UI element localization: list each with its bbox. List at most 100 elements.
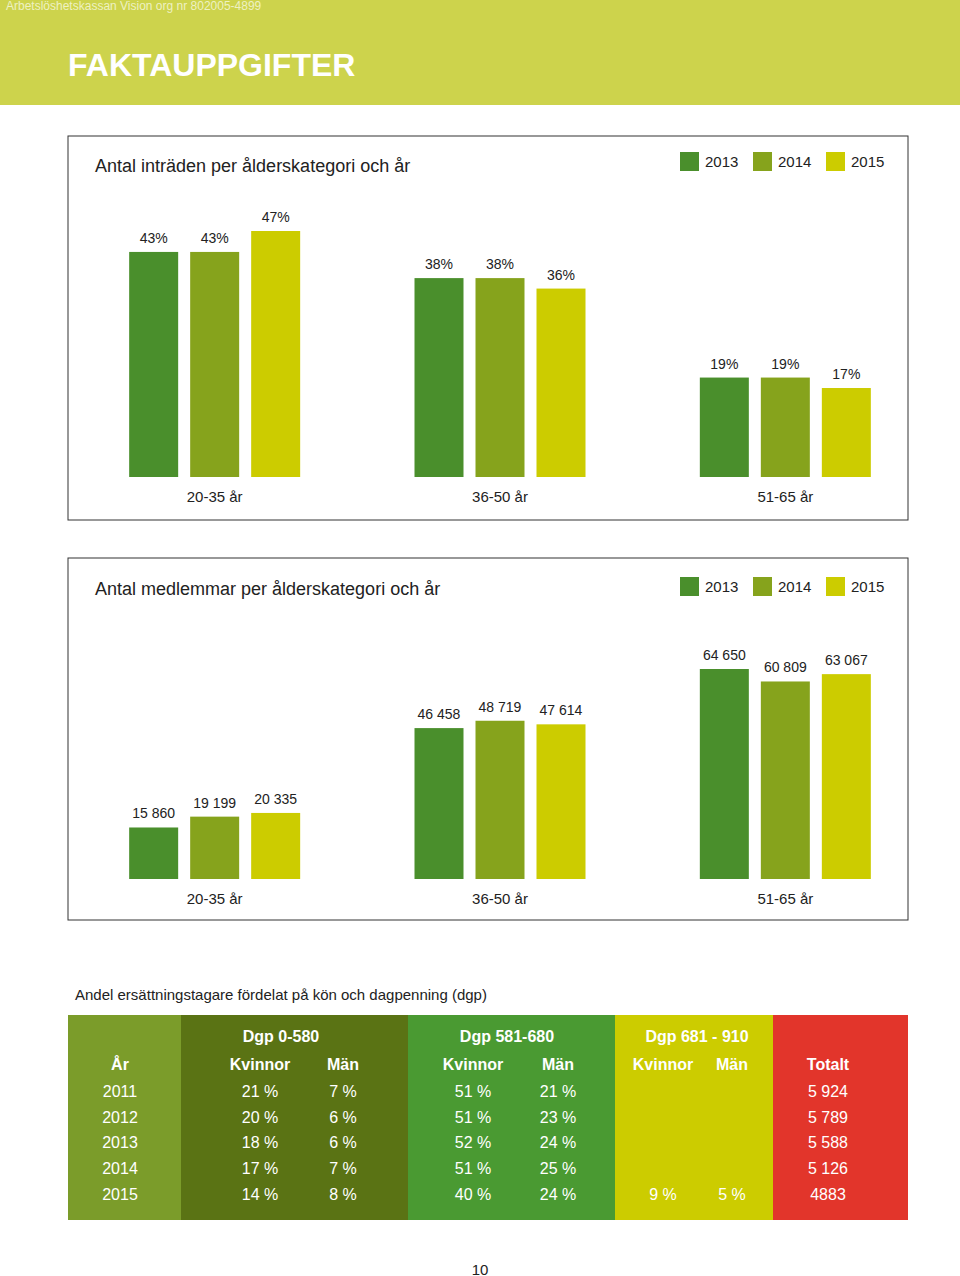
bar	[190, 252, 239, 477]
data-labels: 15 86046 45864 65019 19948 71960 80920 3…	[132, 647, 868, 821]
table-cell: 20 %	[242, 1109, 278, 1126]
table-cell: 21 %	[540, 1083, 576, 1100]
table-cell: 5 789	[808, 1109, 848, 1126]
data-label: 19%	[710, 356, 738, 372]
chart-frame	[68, 136, 908, 520]
legend-label: 2014	[778, 153, 811, 170]
tick-label: 51-65 år	[757, 488, 813, 505]
tick: 20-35 år	[187, 879, 243, 907]
bar	[251, 231, 300, 477]
data-label: 64 650	[703, 647, 746, 663]
data-label: 63 067	[825, 652, 868, 668]
table-cell: 18 %	[242, 1134, 278, 1151]
table-cell: 2013	[102, 1134, 138, 1151]
table-cell: 4883	[810, 1186, 846, 1203]
table-cell: 40 %	[455, 1186, 491, 1203]
table-column-header: Kvinnor	[633, 1056, 693, 1073]
bars	[129, 231, 871, 477]
bar	[129, 252, 178, 477]
legend-swatch	[826, 152, 845, 171]
bar	[251, 813, 300, 879]
chart: Antal medlemmar per ålderskategori och å…	[68, 558, 929, 920]
table-cell: 51 %	[455, 1083, 491, 1100]
table-column-band	[68, 1015, 181, 1220]
header-title: FAKTAUPPGIFTER	[68, 47, 355, 83]
table-cell: 5 588	[808, 1134, 848, 1151]
table-column-band	[615, 1015, 773, 1220]
legend-label: 2014	[778, 578, 811, 595]
table-column-header: Kvinnor	[443, 1056, 503, 1073]
table-column-band	[773, 1015, 908, 1220]
x-axis: 20-35 år36-50 år51-65 år	[73, 879, 929, 907]
table-cell: 5 924	[808, 1083, 848, 1100]
bar	[537, 289, 586, 477]
chart: Antal inträden per ålderskategori och år…	[68, 136, 929, 520]
data-label: 20 335	[254, 791, 297, 807]
legend-swatch	[680, 577, 699, 596]
table-cell: 24 %	[540, 1134, 576, 1151]
data-label: 48 719	[479, 699, 522, 715]
legend-swatch	[826, 577, 845, 596]
table-column-header: Män	[327, 1056, 359, 1073]
bar	[190, 817, 239, 879]
chart-title: Antal medlemmar per ålderskategori och å…	[95, 579, 440, 599]
table-cell: 5 %	[718, 1186, 746, 1203]
bar	[822, 388, 871, 477]
page: Arbetslöshetskassan Vision org nr 802005…	[0, 0, 960, 1276]
data-label: 46 458	[418, 706, 461, 722]
legend-swatch	[680, 152, 699, 171]
data-labels: 43%38%19%43%38%19%47%36%17%	[140, 209, 861, 382]
data-label: 43%	[201, 230, 229, 246]
tick-label: 36-50 år	[472, 488, 528, 505]
bar	[129, 827, 178, 879]
table-title: Andel ersättningstagare fördelat på kön …	[75, 986, 487, 1003]
bar	[415, 278, 464, 477]
table-column-header: Män	[716, 1056, 748, 1073]
table-cell: 9 %	[649, 1186, 677, 1203]
chart-title: Antal inträden per ålderskategori och år	[95, 156, 410, 176]
table-cell: 23 %	[540, 1109, 576, 1126]
tick: 36-50 år	[472, 477, 528, 505]
legend-label: 2015	[851, 153, 884, 170]
bar	[537, 724, 586, 879]
data-label: 60 809	[764, 659, 807, 675]
table-cell: 6 %	[329, 1134, 357, 1151]
data-label: 15 860	[132, 805, 175, 821]
table-cell: 2012	[102, 1109, 138, 1126]
table-cell: 8 %	[329, 1186, 357, 1203]
table-cell: 7 %	[329, 1160, 357, 1177]
legend-label: 2013	[705, 153, 738, 170]
legend-swatch	[753, 577, 772, 596]
table-column-band	[408, 1015, 615, 1220]
data-label: 38%	[425, 256, 453, 272]
data-label: 36%	[547, 267, 575, 283]
bar	[700, 378, 749, 477]
legend-label: 2015	[851, 578, 884, 595]
tick-label: 20-35 år	[187, 488, 243, 505]
table-cell: 24 %	[540, 1186, 576, 1203]
table-column-header: Totalt	[807, 1056, 850, 1073]
table-column-header: Män	[542, 1056, 574, 1073]
bar	[476, 721, 525, 879]
bar	[822, 674, 871, 879]
bars	[129, 669, 871, 879]
table-cell: 25 %	[540, 1160, 576, 1177]
data-label: 19%	[771, 356, 799, 372]
table: Dgp 0-580Dgp 581-680Dgp 681 - 910ÅrKvinn…	[68, 1015, 908, 1220]
data-label: 47%	[262, 209, 290, 225]
table-cell: 51 %	[455, 1160, 491, 1177]
table-column-band	[181, 1015, 408, 1220]
tick: 51-65 år	[757, 477, 813, 505]
table-cell: 2014	[102, 1160, 138, 1177]
table-cell: 7 %	[329, 1083, 357, 1100]
axis-domain	[73, 879, 929, 880]
table-cell: 14 %	[242, 1186, 278, 1203]
table-cell: 17 %	[242, 1160, 278, 1177]
x-axis: 20-35 år 36-50 år 51-65 år	[73, 477, 929, 505]
tick-label: 20-35 år	[187, 890, 243, 907]
tick: 36-50 år	[472, 879, 528, 907]
axis-domain	[73, 477, 929, 478]
bar	[761, 378, 810, 477]
legend-label: 2013	[705, 578, 738, 595]
data-label: 47 614	[540, 702, 583, 718]
